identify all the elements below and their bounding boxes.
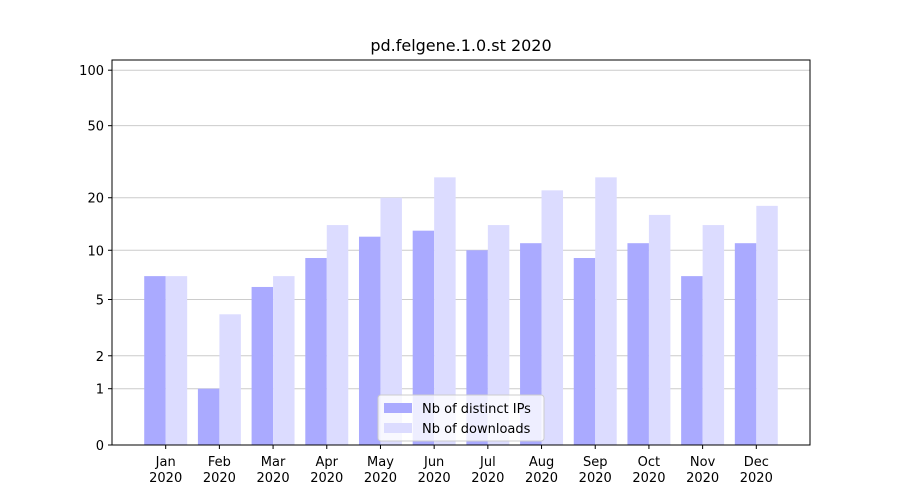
y-tick-label: 100 [79, 64, 104, 79]
legend-label: Nb of distinct IPs [422, 402, 531, 417]
bar [251, 286, 274, 445]
y-tick-label: 20 [87, 192, 104, 207]
bar [273, 276, 295, 445]
legend-label: Nb of downloads [422, 422, 531, 437]
bar [595, 177, 617, 445]
y-tick-label: 50 [87, 120, 104, 135]
x-tick-label: Aug 2020 [525, 455, 558, 486]
bar [648, 214, 671, 445]
bar [358, 236, 381, 445]
bar [573, 257, 596, 445]
x-tick-label: Feb 2020 [203, 455, 236, 486]
x-tick-label: Nov 2020 [686, 455, 719, 486]
bar [219, 314, 241, 445]
x-tick-label: Jun 2020 [418, 455, 451, 486]
x-tick-label: Apr 2020 [310, 455, 343, 486]
y-tick-label: 10 [87, 244, 104, 259]
bar [305, 257, 327, 445]
bar [702, 225, 725, 445]
bar [326, 225, 349, 445]
bar [412, 230, 435, 445]
x-tick-label: Mar 2020 [257, 455, 290, 486]
y-tick-label: 1 [96, 383, 104, 398]
bar [380, 197, 402, 445]
x-tick-label: Jan 2020 [149, 455, 182, 486]
y-tick-label: 5 [96, 293, 104, 308]
x-tick-label: Oct 2020 [632, 455, 665, 486]
x-tick-label: Sep 2020 [579, 455, 612, 486]
plot-frame [111, 59, 811, 446]
legend-box [377, 394, 545, 442]
bar [541, 190, 564, 445]
x-tick-label: Jul 2020 [471, 455, 504, 486]
bar [681, 276, 703, 445]
bar [756, 205, 778, 445]
chart-title: pd.felgene.1.0.st 2020 [370, 36, 551, 55]
y-tick-label: 0 [96, 439, 104, 454]
bar [144, 276, 166, 445]
bar [487, 225, 510, 445]
x-tick-label: Dec 2020 [740, 455, 773, 486]
y-tick-label: 2 [96, 350, 104, 365]
bar [165, 276, 188, 445]
bar [734, 243, 757, 445]
legend-swatch [384, 423, 412, 433]
bar [197, 388, 220, 445]
legend-swatch [384, 403, 412, 413]
x-tick-label: May 2020 [364, 455, 397, 486]
bar [434, 177, 456, 445]
bar [627, 243, 649, 445]
